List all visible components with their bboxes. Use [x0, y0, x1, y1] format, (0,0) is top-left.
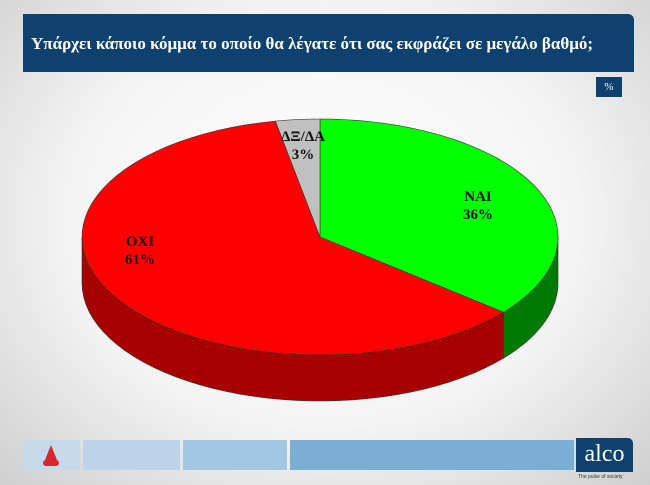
- label-oxi: ΟΧΙ 61%: [125, 234, 155, 268]
- pie-slice-0: [319, 118, 559, 313]
- footer-bar-3: [290, 440, 574, 470]
- percent-badge: %: [596, 77, 622, 97]
- alpha-logo-icon: [43, 445, 59, 466]
- alco-tagline: The pulse of society: [578, 474, 623, 480]
- alco-logo: alco: [576, 438, 633, 472]
- label-dxda: ΔΞ/ΔΑ 3%: [281, 129, 325, 163]
- pie-slice-2: [274, 118, 321, 238]
- question-title: Υπάρχει κάποιο κόμμα το οποίο θα λέγατε …: [23, 14, 634, 72]
- footer-bar-2: [183, 440, 287, 470]
- label-nai: ΝΑΙ 36%: [463, 189, 493, 223]
- pie-slice-1: [81, 120, 505, 356]
- footer-bar-1: [83, 440, 180, 470]
- channel-logo: [23, 440, 80, 470]
